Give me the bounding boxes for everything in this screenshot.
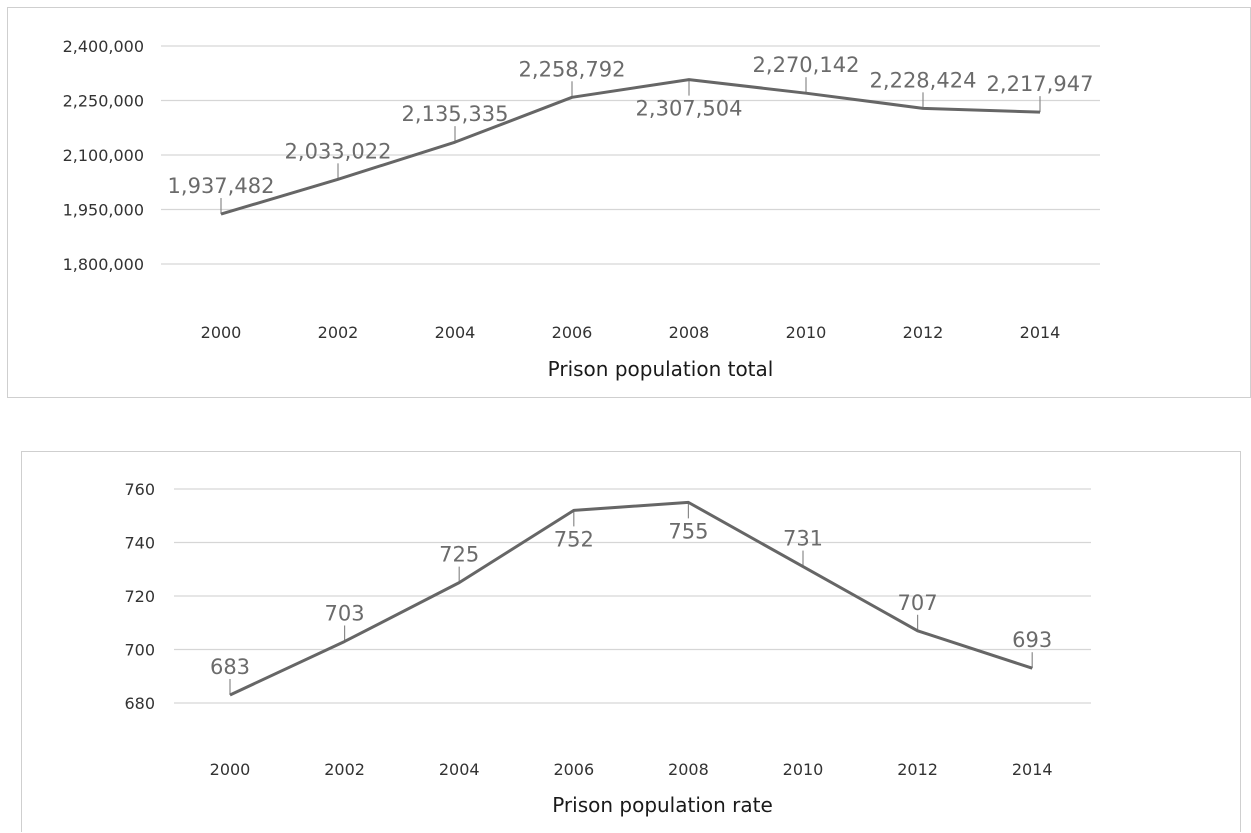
y-tick-label: 700 bbox=[124, 641, 155, 660]
x-tick-label: 2008 bbox=[669, 323, 710, 342]
data-label: 2,270,142 bbox=[753, 53, 860, 77]
x-tick-label: 2008 bbox=[668, 760, 709, 779]
data-label: 707 bbox=[898, 591, 938, 615]
series-line bbox=[229, 500, 1033, 697]
x-axis-title: Prison population total bbox=[548, 357, 774, 381]
data-label: 2,033,022 bbox=[285, 139, 392, 163]
x-tick-label: 2014 bbox=[1012, 760, 1053, 779]
x-tick-label: 2010 bbox=[786, 323, 827, 342]
data-label: 2,228,424 bbox=[870, 68, 977, 92]
x-tick-label: 2004 bbox=[435, 323, 476, 342]
data-label: 1,937,482 bbox=[168, 174, 275, 198]
data-label: 703 bbox=[325, 601, 365, 625]
x-tick-label: 2006 bbox=[553, 760, 594, 779]
data-label: 2,135,335 bbox=[402, 102, 509, 126]
data-label: 725 bbox=[439, 543, 479, 567]
x-axis-title: Prison population rate bbox=[552, 793, 773, 817]
series-line bbox=[220, 78, 1041, 216]
x-tick-label: 2012 bbox=[897, 760, 938, 779]
data-label: 2,307,504 bbox=[636, 97, 743, 121]
data-label: 752 bbox=[554, 527, 594, 551]
x-tick-label: 2014 bbox=[1020, 323, 1061, 342]
y-tick-label: 740 bbox=[124, 534, 155, 553]
x-tick-label: 2002 bbox=[324, 760, 365, 779]
data-label: 755 bbox=[668, 519, 708, 543]
y-tick-label: 720 bbox=[124, 587, 155, 606]
y-tick-label: 760 bbox=[124, 480, 155, 499]
data-label: 683 bbox=[210, 655, 250, 679]
y-tick-label: 2,400,000 bbox=[63, 37, 144, 56]
x-tick-label: 2012 bbox=[903, 323, 944, 342]
x-tick-label: 2006 bbox=[552, 323, 593, 342]
y-tick-label: 2,250,000 bbox=[63, 92, 144, 111]
y-tick-label: 2,100,000 bbox=[63, 146, 144, 165]
y-tick-label: 1,800,000 bbox=[63, 255, 144, 274]
line-chart-prison-population-total: 1,800,000 1,950,000 2,100,000 2,250,000 2,40… bbox=[63, 37, 1100, 381]
data-label: 2,217,947 bbox=[987, 72, 1094, 96]
x-tick-label: 2000 bbox=[210, 760, 251, 779]
data-label: 731 bbox=[783, 527, 823, 551]
line-chart-prison-population-rate: 680 700 720 740 760 2000 2002 2004 2006 2008 2010 2… bbox=[124, 480, 1091, 817]
chart-panel-prison-population-rate: 680 700 720 740 760 2000 2002 2004 2006 2008 2010 2… bbox=[21, 451, 1241, 832]
x-tick-label: 2002 bbox=[318, 323, 359, 342]
chart-panel-prison-population-total: 1,800,000 1,950,000 2,100,000 2,250,000 2,40… bbox=[7, 7, 1251, 398]
x-tick-label: 2004 bbox=[439, 760, 480, 779]
y-tick-label: 1,950,000 bbox=[63, 201, 144, 220]
x-tick-label: 2000 bbox=[201, 323, 242, 342]
x-tick-label: 2010 bbox=[783, 760, 824, 779]
data-label: 693 bbox=[1012, 628, 1052, 652]
data-label: 2,258,792 bbox=[519, 57, 626, 81]
y-tick-label: 680 bbox=[124, 694, 155, 713]
